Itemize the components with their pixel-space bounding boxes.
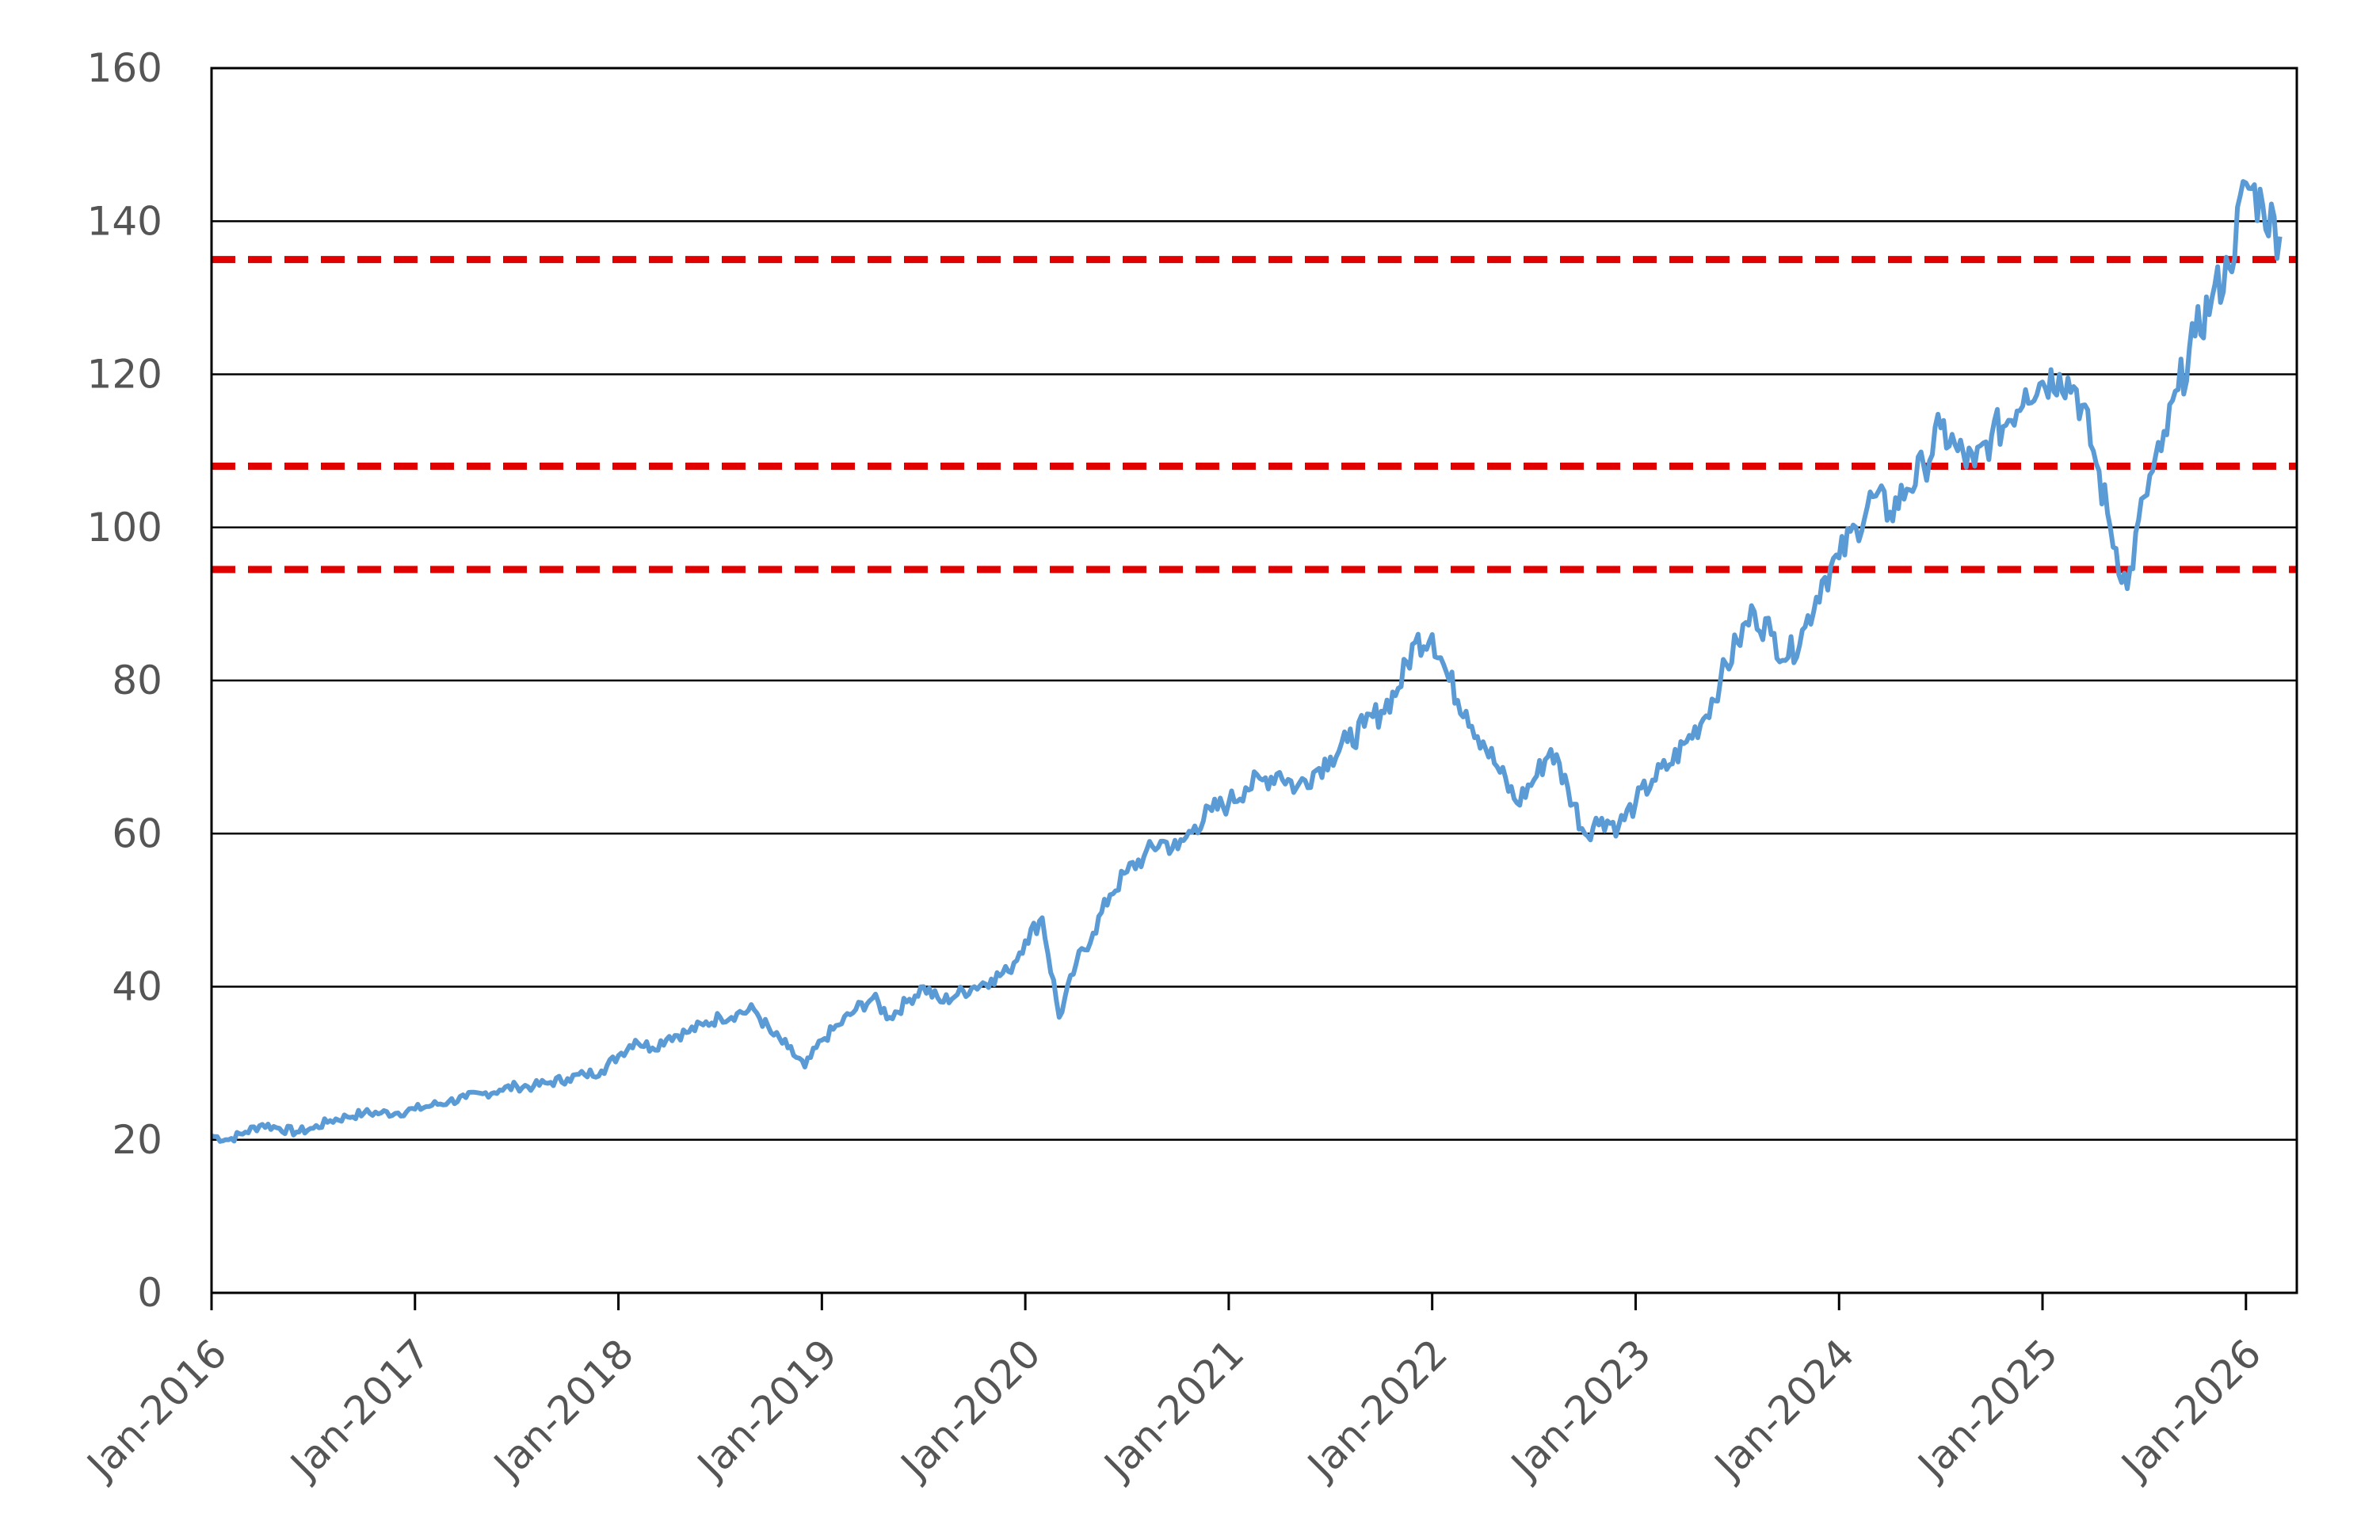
- y-tick-label-120: 120: [87, 352, 162, 398]
- y-tick-label-60: 60: [112, 810, 162, 856]
- series-line-1: [211, 179, 2283, 1144]
- y-tick-label-140: 140: [87, 198, 162, 244]
- y-tick-label-20: 20: [112, 1117, 162, 1163]
- y-tick-label-40: 40: [112, 964, 162, 1010]
- y-axis-ticks: 0 20 40 60 80 100 120 140 160: [87, 45, 162, 1316]
- plot-area-frame: [210, 67, 2298, 1294]
- y-tick-label-0: 0: [137, 1270, 162, 1316]
- y-tick-label-80: 80: [112, 658, 162, 703]
- series-layer: [211, 179, 2283, 1144]
- y-tick-label-100: 100: [87, 505, 162, 551]
- y-tick-label-160: 160: [87, 45, 162, 91]
- reference-lines: [212, 256, 2297, 574]
- gridlines: [212, 220, 2297, 1141]
